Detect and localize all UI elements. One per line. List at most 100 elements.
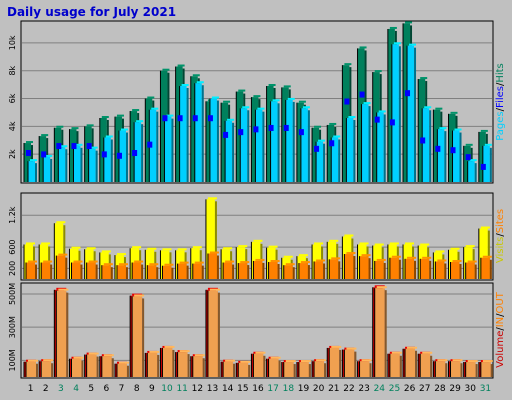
y-tick-label: 600 [8, 239, 17, 254]
files-bar [422, 108, 430, 182]
files-bar [255, 109, 263, 182]
x-tick-label: 11 [176, 384, 187, 394]
y-tick-label: 10k [8, 35, 17, 50]
sites-bar [41, 262, 51, 279]
visits-bar [478, 228, 488, 279]
files-bar [331, 137, 339, 182]
sites-bar [71, 262, 81, 279]
kbin-bar [116, 363, 127, 377]
sites-bar [238, 263, 248, 279]
files-bar [482, 145, 490, 182]
x-tick-label: 3 [58, 384, 64, 394]
y-tick-label: 300M [8, 316, 17, 338]
sites-bar [420, 258, 430, 279]
sites-bar [26, 262, 35, 279]
kbin-bar [329, 347, 340, 377]
legend-visits-sites: Visits/Sites [495, 209, 506, 263]
kbin-bar [465, 362, 476, 377]
kbin-bar [238, 362, 249, 377]
kbin-bar [344, 349, 355, 377]
kbin-bar [71, 358, 82, 377]
x-tick-label: 23 [358, 384, 369, 394]
files-bar [285, 99, 293, 182]
files-bar [316, 141, 324, 182]
x-tick-label: 9 [149, 384, 155, 394]
sites-bar [344, 254, 354, 279]
sites-bar [116, 265, 126, 279]
x-tick-label: 22 [343, 384, 354, 394]
kbin-bar [450, 361, 461, 377]
files-bar [164, 116, 172, 182]
kbin-bar [314, 361, 325, 377]
sites-bar [207, 253, 217, 279]
kbin-bar [101, 356, 112, 377]
svg-text:Visits/Sites: Visits/Sites [495, 209, 506, 263]
kbin-bar [86, 354, 97, 377]
sites-bar [314, 261, 324, 279]
sites-bar [389, 257, 399, 279]
files-bar [270, 101, 278, 182]
sites-bar [86, 262, 96, 279]
sites-bar [132, 262, 142, 279]
visits-bar [205, 199, 215, 279]
files-bar [300, 108, 308, 182]
kbin-bar [374, 288, 385, 377]
files-bar [361, 104, 369, 182]
legend-entry: Files [495, 86, 506, 108]
legend-entry: Volume [495, 331, 506, 368]
kbin-bar [192, 356, 203, 377]
sites-bar [374, 260, 384, 279]
x-tick-label: 8 [134, 384, 140, 394]
x-tick-label: 31 [480, 384, 491, 394]
x-tick-label: 13 [207, 384, 218, 394]
y-tick-label: 500M [8, 283, 17, 305]
kbin-bar [26, 361, 36, 377]
x-tick-label: 2 [43, 384, 49, 394]
kbin-bar [298, 362, 309, 377]
kbin-bar [253, 353, 264, 377]
x-tick-label: 12 [192, 384, 203, 394]
files-bar [437, 129, 445, 182]
sites-bar [177, 263, 187, 279]
x-tick-label: 10 [161, 384, 173, 394]
y-tick-label: 2k [8, 149, 17, 159]
x-tick-label: 28 [434, 384, 446, 394]
files-bar [452, 130, 460, 182]
svg-text:Pages/Files/Hits: Pages/Files/Hits [495, 63, 506, 141]
files-bar [346, 118, 354, 182]
x-tick-label: 16 [252, 384, 264, 394]
x-tick-label: 20 [313, 384, 325, 394]
x-tick-label: 26 [404, 384, 416, 394]
x-tick-label: 21 [328, 384, 339, 394]
files-bar [103, 137, 111, 182]
files-bar [376, 112, 384, 182]
kbin-bar [223, 361, 234, 377]
x-tick-label: 27 [419, 384, 430, 394]
files-bar [467, 161, 475, 182]
x-tick-label: 24 [374, 384, 386, 394]
y-tick-label: 6k [8, 93, 17, 103]
files-bar [225, 120, 233, 182]
sites-bar [253, 260, 263, 279]
kbin-bar [359, 361, 370, 377]
legend-usage: Pages/Files/Hits [495, 63, 506, 141]
files-bar [209, 98, 217, 182]
kbin-bar [480, 362, 491, 377]
files-bar [391, 44, 399, 183]
x-tick-label: 1 [28, 384, 34, 394]
kbin-bar [389, 353, 400, 377]
legend-volume: Volume/IN/OUT [495, 291, 506, 368]
sites-bar [450, 262, 460, 279]
kbin-bar [147, 352, 158, 377]
kbin-bar [405, 348, 416, 377]
kbin-bar [420, 353, 431, 377]
files-bar [134, 122, 142, 182]
legend-entry: Pages [495, 111, 506, 140]
files-bar [179, 86, 187, 182]
legend-entry: Sites [495, 209, 506, 233]
sites-bar [329, 259, 339, 279]
x-tick-label: 15 [237, 384, 248, 394]
sites-bar [405, 258, 415, 279]
sites-bar [359, 256, 369, 279]
